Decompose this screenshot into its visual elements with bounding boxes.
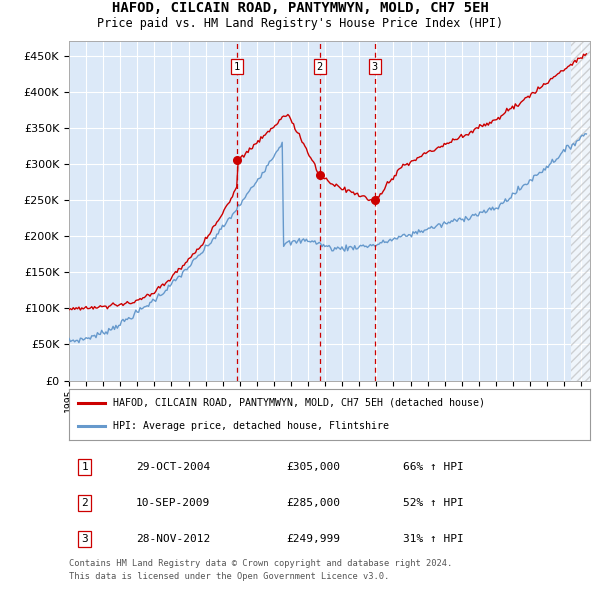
Text: 31% ↑ HPI: 31% ↑ HPI (403, 535, 464, 545)
Text: 3: 3 (81, 535, 88, 545)
Text: Price paid vs. HM Land Registry's House Price Index (HPI): Price paid vs. HM Land Registry's House … (97, 17, 503, 31)
Text: 2: 2 (81, 499, 88, 509)
Text: 66% ↑ HPI: 66% ↑ HPI (403, 463, 464, 472)
Text: 1: 1 (234, 62, 240, 72)
Text: 10-SEP-2009: 10-SEP-2009 (136, 499, 210, 509)
Text: HPI: Average price, detached house, Flintshire: HPI: Average price, detached house, Flin… (113, 421, 389, 431)
Text: HAFOD, CILCAIN ROAD, PANTYMWYN, MOLD, CH7 5EH: HAFOD, CILCAIN ROAD, PANTYMWYN, MOLD, CH… (112, 2, 488, 15)
Text: £305,000: £305,000 (287, 463, 341, 472)
Text: 28-NOV-2012: 28-NOV-2012 (136, 535, 210, 545)
Text: 3: 3 (371, 62, 378, 72)
Text: 52% ↑ HPI: 52% ↑ HPI (403, 499, 464, 509)
Text: HAFOD, CILCAIN ROAD, PANTYMWYN, MOLD, CH7 5EH (detached house): HAFOD, CILCAIN ROAD, PANTYMWYN, MOLD, CH… (113, 398, 485, 408)
Text: 1: 1 (81, 463, 88, 472)
Text: £249,999: £249,999 (287, 535, 341, 545)
Text: £285,000: £285,000 (287, 499, 341, 509)
Bar (571, 41, 590, 381)
Text: Contains HM Land Registry data © Crown copyright and database right 2024.: Contains HM Land Registry data © Crown c… (69, 559, 452, 568)
Text: 29-OCT-2004: 29-OCT-2004 (136, 463, 210, 472)
Text: This data is licensed under the Open Government Licence v3.0.: This data is licensed under the Open Gov… (69, 572, 389, 581)
Text: 2: 2 (317, 62, 323, 72)
